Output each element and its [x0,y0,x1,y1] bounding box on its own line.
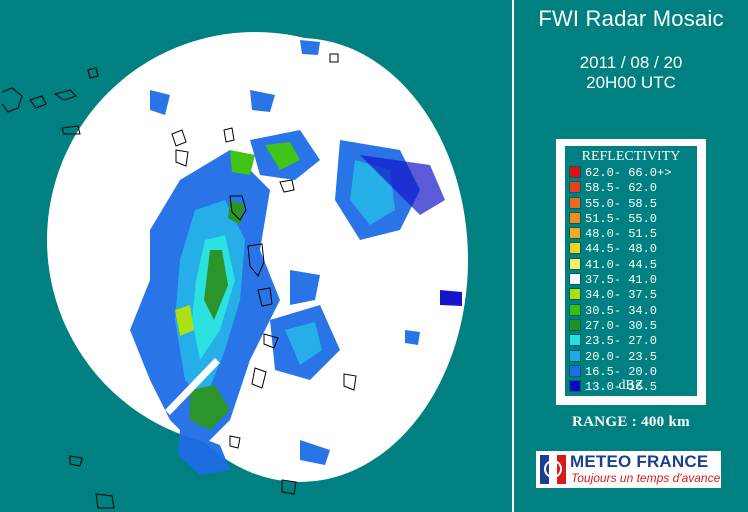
map-title: FWI Radar Mosaic [538,6,724,31]
legend-swatch [569,196,581,209]
legend-swatch [569,227,581,240]
legend-row: 44.5- 48.0 [569,242,671,257]
reflectivity-legend: REFLECTIVITY 62.0- 66.0+> 58.5- 62.0 55.0-… [556,139,706,405]
logo-tagline: Toujours un temps d'avance [571,471,721,485]
legend-label: 20.0- 23.5 [585,349,658,364]
legend-label: 41.0- 44.5 [585,257,658,272]
radar-map-canvas [1,32,468,509]
legend-row: 58.5- 62.0 [569,181,671,196]
legend-label: 30.5- 34.0 [585,303,658,318]
legend-swatch [569,380,581,393]
legend-label: 27.0- 30.5 [585,318,658,333]
legend-swatch [569,288,581,301]
panel-divider [512,0,514,512]
legend-label: 51.5- 55.0 [585,211,658,226]
legend-swatch [569,318,581,331]
legend-row: 23.5- 27.0 [569,334,671,349]
legend-row: 37.5- 41.0 [569,273,671,288]
legend-row: 34.0- 37.5 [569,288,671,303]
radar-blank-sector [165,358,220,415]
legend-label: 58.5- 62.0 [585,181,658,196]
radar-map [1,32,468,509]
legend-row: 13.0- 16.5 [569,380,671,395]
meteo-france-logo: METEO FRANCE Toujours un temps d'avance [536,451,721,488]
legend-row: 51.5- 55.0 [569,211,671,227]
legend-row: 20.0- 23.5 [569,349,671,365]
legend-row: 48.0- 51.5 [569,227,671,242]
legend-swatch [569,303,581,316]
reflectivity-echoes [130,40,462,475]
legend-swatch [569,349,581,362]
legend-row: 30.5- 34.0 [569,303,671,319]
legend-swatch [569,334,581,347]
legend-label: 34.0- 37.5 [585,288,658,303]
observation-time: 20H00 UTC [586,73,676,92]
legend-unit: dBZ [618,378,644,393]
legend-label: 16.5- 20.0 [585,364,658,379]
legend-swatch [569,211,581,224]
legend-frame: REFLECTIVITY 62.0- 66.0+> 58.5- 62.0 55.0-… [563,144,699,398]
legend-label: 13.0- 16.5 [585,380,658,395]
legend-swatch [569,242,581,255]
legend-swatch [569,166,581,178]
legend-swatch [569,273,581,286]
legend-label: 48.0- 51.5 [585,227,658,242]
legend-row: 27.0- 30.5 [569,318,671,334]
legend-label: 44.5- 48.0 [585,242,658,257]
legend-label: 62.0- 66.0+> [585,166,672,180]
legend-label: 37.5- 41.0 [585,273,658,288]
legend-rows: 62.0- 66.0+> 58.5- 62.0 55.0- 58.5 51.5- 55… [569,166,671,395]
legend-swatch [569,181,581,194]
legend-title: REFLECTIVITY [581,149,681,164]
observation-date: 2011 / 08 / 20 [579,53,683,72]
legend-swatch [569,257,581,270]
legend-row: 16.5- 20.0 [569,364,671,380]
logo-name: METEO FRANCE [570,452,709,471]
legend-label: 55.0- 58.5 [585,196,658,211]
range-label: RANGE : 400 km [572,414,690,430]
meteo-france-emblem-icon [540,455,566,484]
legend-row: 62.0- 66.0+> [569,166,671,181]
legend-row: 55.0- 58.5 [569,196,671,212]
legend-row: 41.0- 44.5 [569,257,671,273]
info-panel: FWI Radar Mosaic 2011 / 08 / 20 20H00 UT… [514,0,748,512]
legend-label: 23.5- 27.0 [585,334,658,349]
island-coastlines [1,53,357,509]
legend-swatch [569,364,581,377]
